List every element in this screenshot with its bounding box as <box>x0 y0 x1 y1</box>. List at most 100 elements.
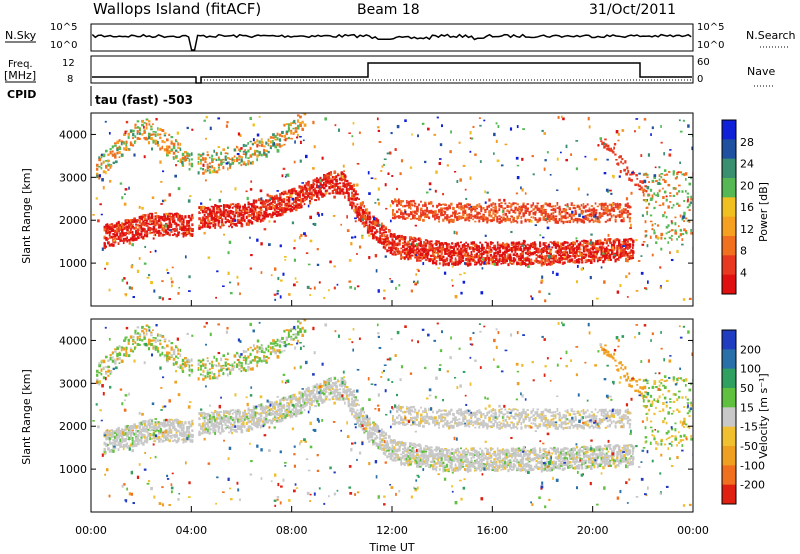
power-cell <box>187 226 191 228</box>
power-cell <box>263 200 266 204</box>
power-cell <box>354 205 358 209</box>
power-cell <box>166 216 169 221</box>
power-cell <box>578 206 581 208</box>
power-cell <box>379 240 381 244</box>
power-cell <box>293 239 296 242</box>
power-cell <box>546 259 549 263</box>
power-cell <box>521 260 525 264</box>
power-cell <box>588 125 591 129</box>
power-cell <box>557 116 560 119</box>
power-cell <box>416 244 419 248</box>
power-cell <box>537 251 540 254</box>
power-cell <box>488 212 491 216</box>
power-cell <box>592 214 595 217</box>
power-cell <box>474 248 476 250</box>
power-cell <box>493 262 496 266</box>
power-cell <box>472 256 475 259</box>
power-cell <box>256 139 259 143</box>
power-cell <box>495 248 498 251</box>
power-cell <box>119 234 122 239</box>
power-cell <box>603 280 606 284</box>
power-cell <box>556 220 559 224</box>
power-cell <box>190 158 193 161</box>
power-cell <box>138 226 142 229</box>
power-cell <box>273 212 277 215</box>
power-cell <box>323 175 326 180</box>
power-cell <box>293 247 296 250</box>
power-cell <box>669 195 672 197</box>
power-cell <box>600 241 604 245</box>
power-cell <box>315 192 319 194</box>
power-cell <box>416 247 419 251</box>
power-cell <box>607 244 610 247</box>
power-cell <box>447 262 450 265</box>
power-cell <box>582 246 586 249</box>
power-cell <box>135 234 138 237</box>
power-cell <box>398 216 401 219</box>
power-cell <box>354 190 357 193</box>
power-cell <box>456 262 459 266</box>
power-cell <box>138 215 141 218</box>
power-cell <box>604 138 607 141</box>
power-cell <box>589 258 593 262</box>
power-cell <box>496 210 499 214</box>
power-cell <box>331 176 335 179</box>
power-cell <box>542 210 546 213</box>
power-cell <box>175 212 178 216</box>
power-cell <box>136 137 140 140</box>
power-cell <box>586 217 589 221</box>
power-cell <box>153 289 156 293</box>
power-cell <box>170 231 173 233</box>
power-cell <box>548 202 552 206</box>
power-cell <box>475 248 478 252</box>
power-cell <box>581 260 584 264</box>
power-cell <box>203 224 206 228</box>
power-cell <box>309 287 312 290</box>
power-cell <box>278 133 282 137</box>
power-cell <box>158 296 162 299</box>
power-cell <box>478 219 481 223</box>
power-cell <box>584 205 587 208</box>
power-cell <box>368 217 372 220</box>
power-cell <box>542 263 545 266</box>
power-cell <box>517 244 521 246</box>
power-cell <box>600 215 604 217</box>
power-cell <box>484 234 487 237</box>
power-cell <box>416 205 419 209</box>
power-cell <box>361 216 365 220</box>
power-cell <box>659 266 662 269</box>
power-cell <box>584 261 587 264</box>
power-cell <box>280 198 284 202</box>
power-cell <box>293 187 296 191</box>
power-cell <box>115 222 118 225</box>
power-cell <box>610 215 613 218</box>
power-cell <box>366 214 369 218</box>
power-cell <box>394 148 397 151</box>
power-cell <box>512 216 516 221</box>
power-cell <box>172 234 174 236</box>
power-cell <box>460 207 463 211</box>
power-cell <box>491 246 494 249</box>
power-cell <box>163 216 165 219</box>
power-cell <box>618 214 621 219</box>
power-cell <box>316 263 320 267</box>
power-cell <box>477 259 480 262</box>
power-cell <box>618 204 622 206</box>
power-cell <box>300 198 303 201</box>
date-label: 31/Oct/2011 <box>589 2 676 18</box>
power-cell <box>410 250 414 254</box>
power-cell <box>567 245 569 249</box>
power-cell <box>359 202 362 206</box>
power-cell <box>105 231 108 235</box>
power-cell <box>116 148 119 152</box>
power-cell <box>272 211 274 214</box>
power-cell <box>166 272 170 274</box>
power-cell <box>581 252 584 254</box>
power-cell <box>278 145 282 148</box>
power-cell <box>586 240 589 243</box>
power-cell <box>287 173 290 177</box>
power-cell <box>154 228 158 232</box>
power-cell <box>125 143 128 146</box>
power-cell <box>344 183 347 186</box>
power-cell <box>127 149 130 152</box>
